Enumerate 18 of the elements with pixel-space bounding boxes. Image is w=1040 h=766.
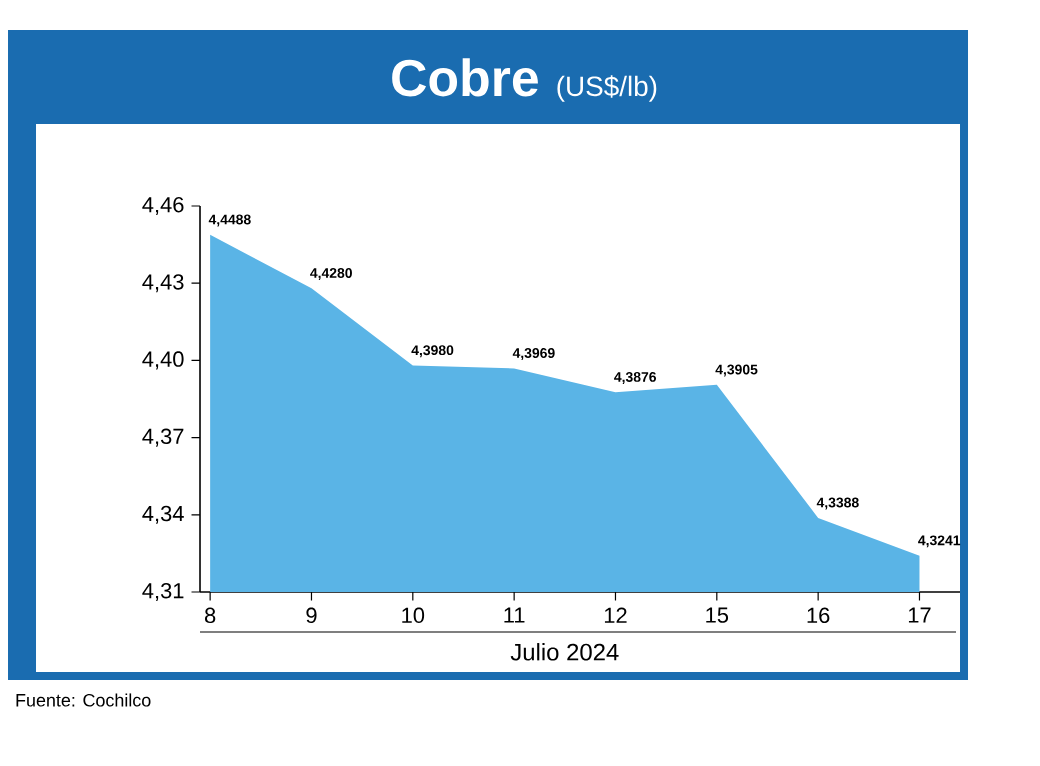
y-tick-label: 4,31	[142, 582, 184, 602]
y-tick-label: 4,40	[142, 351, 184, 370]
x-tick-label: 15	[706, 607, 729, 623]
x-tick-label: 16	[807, 607, 830, 624]
y-tick-label: 4,43	[142, 274, 184, 293]
chart-title: Cobre	[392, 58, 538, 97]
x-axis-title: Julio 2024	[510, 643, 619, 661]
source-note: Fuente: Cochilco	[16, 693, 151, 707]
chart-subtitle: (US$/lb)	[557, 75, 657, 102]
y-tick-label: 4,46	[142, 196, 184, 216]
x-tick-label: 9	[306, 607, 317, 624]
y-tick-label: 4,37	[142, 428, 184, 447]
x-tick-label: 17	[908, 607, 931, 623]
x-tick-label: 8	[204, 607, 216, 624]
y-tick-label: 4,34	[142, 505, 184, 524]
x-tick-label: 10	[402, 607, 425, 624]
x-tick-label: 11	[504, 607, 525, 623]
x-tick-label: 12	[604, 607, 627, 623]
